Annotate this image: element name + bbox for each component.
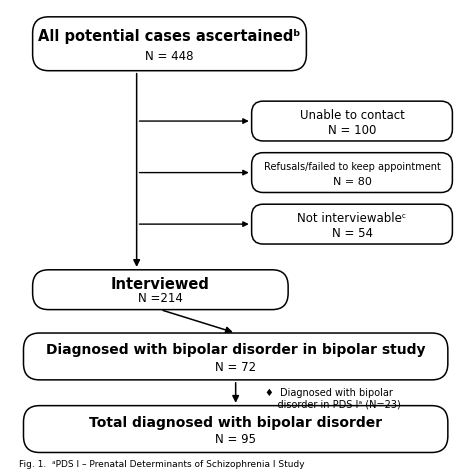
FancyBboxPatch shape (252, 101, 452, 141)
Text: N = 100: N = 100 (328, 124, 376, 137)
FancyBboxPatch shape (33, 270, 288, 310)
Text: N =214: N =214 (138, 292, 183, 305)
Text: N = 80: N = 80 (333, 177, 372, 187)
Text: N = 54: N = 54 (331, 227, 373, 240)
FancyBboxPatch shape (33, 17, 306, 71)
Text: Unable to contact: Unable to contact (300, 109, 404, 122)
Text: All potential cases ascertainedᵇ: All potential cases ascertainedᵇ (38, 29, 301, 44)
Text: ♦  Diagnosed with bipolar
    disorder in PDS Iᵃ (N=23): ♦ Diagnosed with bipolar disorder in PDS… (265, 388, 401, 410)
Text: Fig. 1.  ᵃPDS I – Prenatal Determinants of Schizophrenia I Study: Fig. 1. ᵃPDS I – Prenatal Determinants o… (19, 460, 305, 469)
Text: N = 95: N = 95 (215, 433, 256, 447)
Text: N = 72: N = 72 (215, 361, 256, 374)
Text: Not interviewableᶜ: Not interviewableᶜ (297, 212, 407, 226)
FancyBboxPatch shape (252, 153, 452, 192)
FancyBboxPatch shape (252, 204, 452, 244)
FancyBboxPatch shape (24, 406, 448, 453)
Text: Refusals/failed to keep appointment: Refusals/failed to keep appointment (264, 163, 440, 173)
Text: Interviewed: Interviewed (111, 277, 210, 292)
Text: N = 448: N = 448 (145, 50, 194, 63)
FancyBboxPatch shape (24, 333, 448, 380)
Text: Total diagnosed with bipolar disorder: Total diagnosed with bipolar disorder (89, 416, 382, 430)
Text: Diagnosed with bipolar disorder in bipolar study: Diagnosed with bipolar disorder in bipol… (46, 343, 426, 357)
